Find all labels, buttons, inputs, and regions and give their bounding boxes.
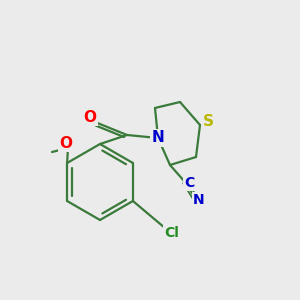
Text: S: S xyxy=(202,115,214,130)
Text: N: N xyxy=(152,130,164,146)
Text: C: C xyxy=(184,176,194,190)
Text: Cl: Cl xyxy=(165,226,179,240)
Text: N: N xyxy=(193,193,205,207)
Text: O: O xyxy=(59,136,73,151)
Text: O: O xyxy=(83,110,97,124)
